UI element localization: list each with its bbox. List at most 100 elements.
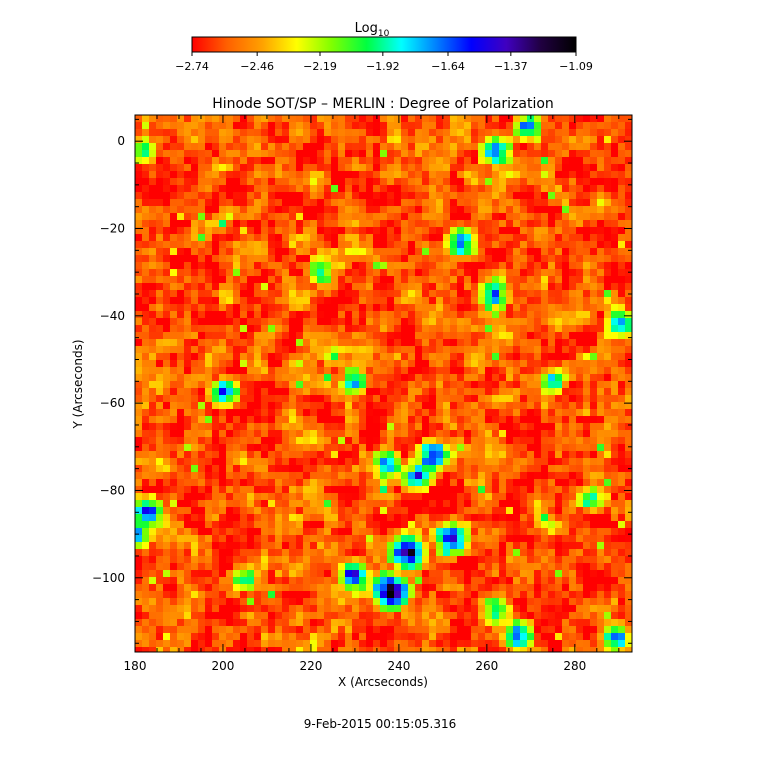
heatmap-cell xyxy=(492,192,499,199)
heatmap-cell xyxy=(233,353,240,360)
heatmap-cell xyxy=(296,577,303,584)
heatmap-cell xyxy=(443,115,450,122)
heatmap-cell xyxy=(198,318,205,325)
heatmap-cell xyxy=(387,493,394,500)
heatmap-cell xyxy=(303,297,310,304)
heatmap-cell xyxy=(520,199,527,206)
heatmap-cell xyxy=(604,465,611,472)
heatmap-cell xyxy=(590,451,597,458)
heatmap-cell xyxy=(380,325,387,332)
heatmap-cell xyxy=(548,507,555,514)
heatmap-cell xyxy=(562,395,569,402)
heatmap-cell xyxy=(534,500,541,507)
heatmap-cell xyxy=(191,185,198,192)
heatmap-cell xyxy=(324,206,331,213)
heatmap-cell xyxy=(149,395,156,402)
heatmap-cell xyxy=(618,500,625,507)
heatmap-cell xyxy=(149,451,156,458)
heatmap-cell xyxy=(590,549,597,556)
heatmap-cell xyxy=(352,465,359,472)
heatmap-cell xyxy=(345,213,352,220)
heatmap-cell xyxy=(499,353,506,360)
heatmap-cell xyxy=(562,416,569,423)
heatmap-cell xyxy=(604,311,611,318)
heatmap-cell xyxy=(359,528,366,535)
heatmap-cell xyxy=(492,311,499,318)
heatmap-cell xyxy=(156,451,163,458)
heatmap-cell xyxy=(233,122,240,129)
heatmap-cell xyxy=(548,444,555,451)
heatmap-cell xyxy=(499,388,506,395)
heatmap-cell xyxy=(345,521,352,528)
heatmap-cell xyxy=(422,297,429,304)
heatmap-cell xyxy=(149,164,156,171)
heatmap-cell xyxy=(296,346,303,353)
heatmap-cell xyxy=(352,423,359,430)
heatmap-cell xyxy=(240,143,247,150)
heatmap-cell xyxy=(569,563,576,570)
heatmap-cell xyxy=(156,584,163,591)
heatmap-cell xyxy=(471,409,478,416)
heatmap-cell xyxy=(450,241,457,248)
heatmap-cell xyxy=(289,129,296,136)
heatmap-cell xyxy=(597,360,604,367)
heatmap-cell xyxy=(590,514,597,521)
heatmap-cell xyxy=(450,395,457,402)
heatmap-cell xyxy=(135,325,142,332)
heatmap-cell xyxy=(471,332,478,339)
heatmap-cell xyxy=(261,332,268,339)
heatmap-cell xyxy=(611,185,618,192)
heatmap-cell xyxy=(527,129,534,136)
heatmap-cell xyxy=(261,598,268,605)
heatmap-cell xyxy=(625,493,632,500)
heatmap-cell xyxy=(401,521,408,528)
heatmap-cell xyxy=(394,598,401,605)
heatmap-cell xyxy=(422,318,429,325)
heatmap-cell xyxy=(443,465,450,472)
heatmap-cell xyxy=(156,598,163,605)
heatmap-cell xyxy=(163,458,170,465)
heatmap-cell xyxy=(324,304,331,311)
heatmap-cell xyxy=(163,192,170,199)
heatmap-cell xyxy=(268,430,275,437)
heatmap-cell xyxy=(541,115,548,122)
heatmap-cell xyxy=(576,220,583,227)
heatmap-cell xyxy=(471,451,478,458)
heatmap-cell xyxy=(268,115,275,122)
heatmap-cell xyxy=(443,248,450,255)
heatmap-cell xyxy=(408,381,415,388)
heatmap-cell xyxy=(520,598,527,605)
heatmap-cell xyxy=(590,178,597,185)
heatmap-cell xyxy=(464,262,471,269)
heatmap-cell xyxy=(520,227,527,234)
heatmap-cell xyxy=(205,402,212,409)
heatmap-cell xyxy=(317,486,324,493)
heatmap-cell xyxy=(387,430,394,437)
heatmap-cell xyxy=(506,115,513,122)
heatmap-cell xyxy=(156,311,163,318)
heatmap-cell xyxy=(604,297,611,304)
heatmap-cell xyxy=(331,136,338,143)
colorbar: Log10 −2.74 −2.46 −2.19 −1.92 −1.64 −1.37 −1.0… xyxy=(175,21,593,73)
heatmap-cell xyxy=(198,199,205,206)
heatmap-cell xyxy=(163,486,170,493)
heatmap-cell xyxy=(611,563,618,570)
heatmap-cell xyxy=(520,206,527,213)
heatmap-cell xyxy=(492,213,499,220)
heatmap-cell xyxy=(240,591,247,598)
heatmap-cell xyxy=(156,227,163,234)
heatmap-cell xyxy=(282,479,289,486)
heatmap-cell xyxy=(219,164,226,171)
heatmap-cell xyxy=(394,437,401,444)
heatmap-cell xyxy=(408,206,415,213)
heatmap-cell xyxy=(625,325,632,332)
heatmap-cell xyxy=(492,220,499,227)
heatmap-cell xyxy=(345,283,352,290)
heatmap-cell xyxy=(338,185,345,192)
heatmap-cell xyxy=(401,563,408,570)
heatmap-cell xyxy=(163,171,170,178)
heatmap-cell xyxy=(324,395,331,402)
heatmap-cell xyxy=(310,500,317,507)
heatmap-cell xyxy=(268,521,275,528)
heatmap-cell xyxy=(149,479,156,486)
